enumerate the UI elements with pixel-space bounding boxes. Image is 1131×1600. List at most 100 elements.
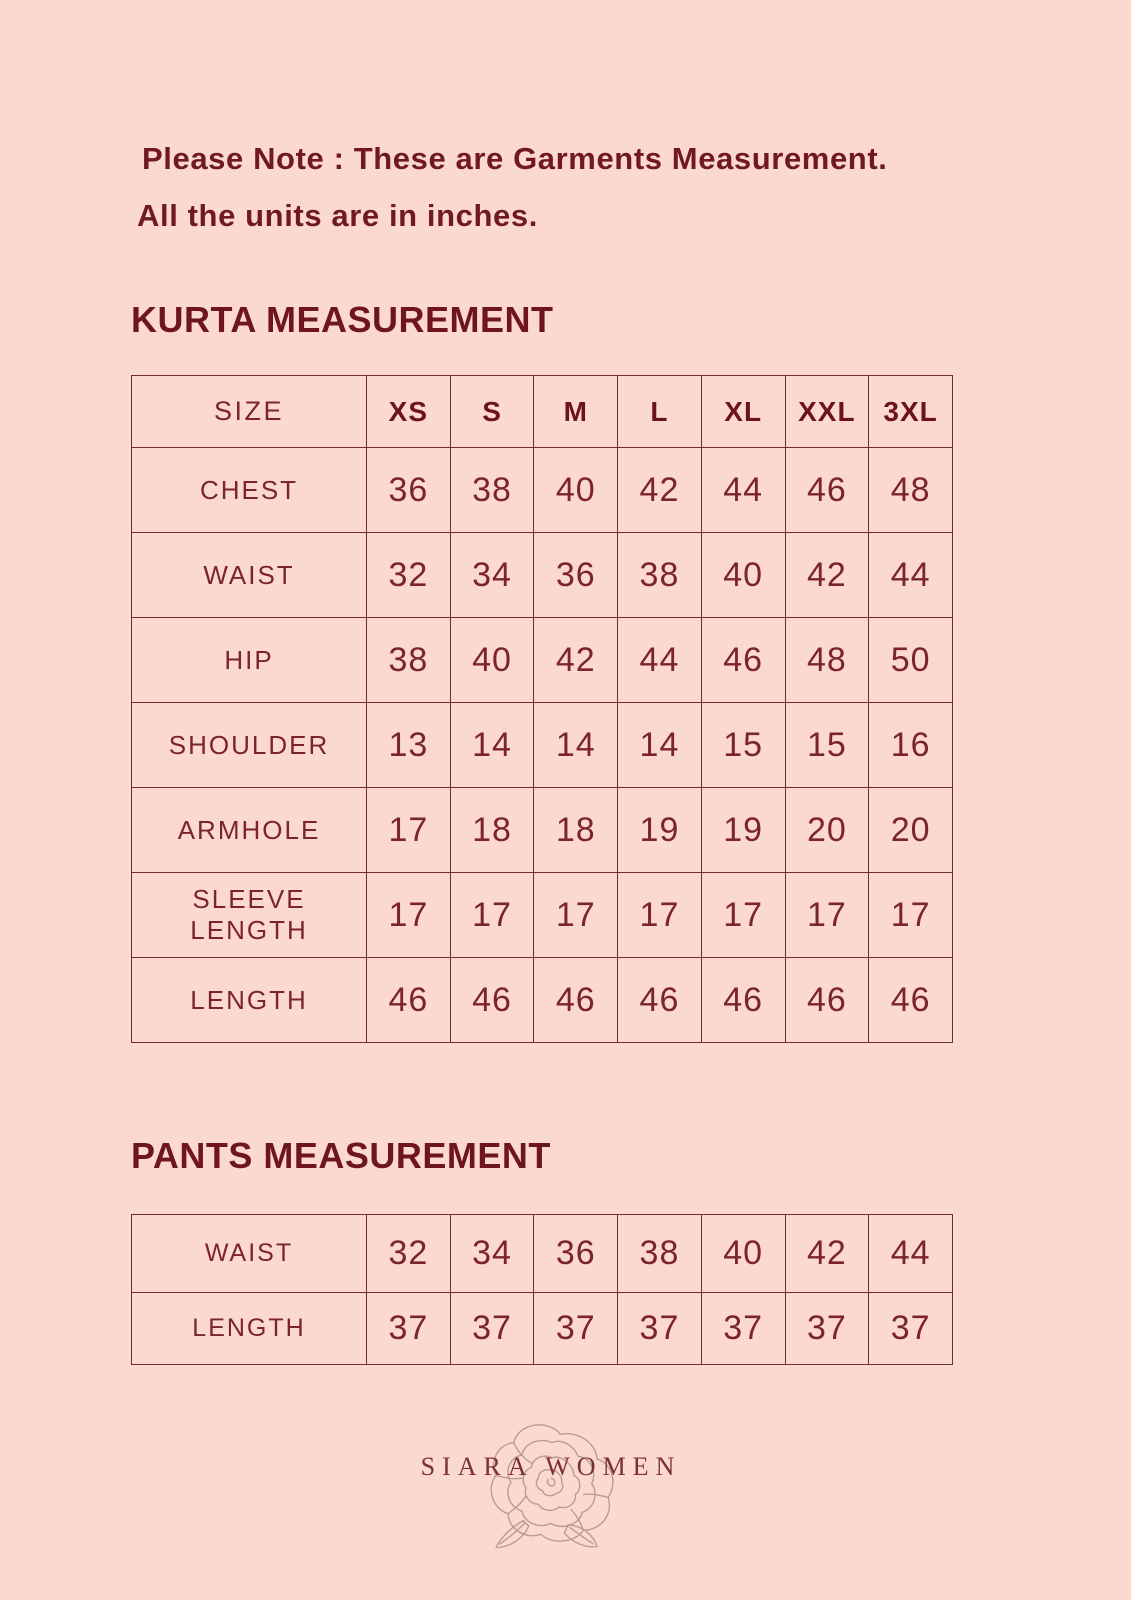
- pants-section-title: PANTS MEASUREMENT: [131, 1135, 551, 1176]
- measurement-value: 36: [533, 532, 619, 618]
- kurta-header-row: SIZE XS S M L XL XXL 3XL: [131, 375, 953, 448]
- measurement-value: 16: [868, 702, 953, 788]
- measurement-value: 20: [868, 787, 953, 873]
- measurement-value: 36: [366, 447, 451, 533]
- measurement-value: 40: [700, 532, 786, 618]
- measurement-value: 37: [449, 1292, 535, 1365]
- size-column-header: SIZE: [131, 375, 367, 448]
- measurement-value: 38: [366, 617, 451, 703]
- measurement-value: 19: [617, 787, 702, 873]
- measurement-value: 36: [533, 1214, 619, 1293]
- measurement-value: 46: [449, 957, 535, 1043]
- measurement-value: 44: [868, 532, 953, 618]
- size-s-header: S: [449, 375, 535, 448]
- kurta-measurement-table: SIZE XS S M L XL XXL 3XL CHEST 36 38 40 42 44…: [131, 375, 953, 1043]
- measurement-value: 40: [449, 617, 535, 703]
- size-xxl-header: XXL: [784, 375, 870, 448]
- measurement-value: 17: [617, 872, 702, 958]
- measurement-value: 44: [868, 1214, 953, 1293]
- measurement-value: 50: [868, 617, 953, 703]
- pants-measurement-table: WAIST 32 34 36 38 40 42 44 LENGTH 37 37 37 37 37 37 37: [131, 1214, 953, 1365]
- measurement-value: 42: [784, 532, 870, 618]
- row-label: HIP: [131, 617, 367, 703]
- measurement-value: 13: [366, 702, 451, 788]
- measurement-value: 46: [700, 617, 786, 703]
- measurement-value: 46: [784, 447, 870, 533]
- size-3xl-header: 3XL: [868, 375, 953, 448]
- measurement-value: 40: [533, 447, 619, 533]
- measurement-value: 32: [366, 532, 451, 618]
- pants-table-body: WAIST 32 34 36 38 40 42 44 LENGTH 37 37 37 37 37 37 37: [131, 1214, 953, 1365]
- measurement-value: 37: [784, 1292, 870, 1365]
- measurement-value: 48: [868, 447, 953, 533]
- table-row: SLEEVE LENGTH 17 17 17 17 17 17 17: [131, 872, 953, 958]
- measurement-value: 42: [533, 617, 619, 703]
- table-row: WAIST 32 34 36 38 40 42 44: [131, 532, 953, 618]
- measurement-value: 20: [784, 787, 870, 873]
- measurement-value: 38: [617, 532, 702, 618]
- table-row: CHEST 36 38 40 42 44 46 48: [131, 447, 953, 533]
- note-line-1: Please Note : These are Garments Measure…: [142, 141, 888, 176]
- measurement-value: 46: [617, 957, 702, 1043]
- row-label: LENGTH: [131, 1292, 367, 1365]
- kurta-table-body: CHEST 36 38 40 42 44 46 48 WAIST 32 34 36 38 40 42 44 HI…: [131, 447, 953, 1043]
- measurement-value: 17: [533, 872, 619, 958]
- table-row: LENGTH 46 46 46 46 46 46 46: [131, 957, 953, 1043]
- measurement-value: 34: [449, 532, 535, 618]
- row-label: LENGTH: [131, 957, 367, 1043]
- measurement-value: 42: [784, 1214, 870, 1293]
- measurement-value: 19: [700, 787, 786, 873]
- measurement-value: 46: [533, 957, 619, 1043]
- measurement-value: 37: [700, 1292, 786, 1365]
- size-xs-header: XS: [366, 375, 451, 448]
- row-label: SHOULDER: [131, 702, 367, 788]
- rose-outline-icon: [490, 1424, 614, 1548]
- measurement-value: 46: [868, 957, 953, 1043]
- measurement-value: 18: [533, 787, 619, 873]
- measurement-value: 44: [617, 617, 702, 703]
- measurement-value: 32: [366, 1214, 451, 1293]
- size-l-header: L: [617, 375, 702, 448]
- measurement-value: 17: [868, 872, 953, 958]
- measurement-value: 44: [700, 447, 786, 533]
- measurement-value: 46: [700, 957, 786, 1043]
- measurement-value: 17: [700, 872, 786, 958]
- measurement-value: 14: [533, 702, 619, 788]
- measurement-value: 37: [617, 1292, 702, 1365]
- measurement-value: 38: [449, 447, 535, 533]
- kurta-section-title: KURTA MEASUREMENT: [131, 299, 554, 340]
- garment-note: Please Note : These are Garments Measure…: [137, 130, 887, 244]
- measurement-value: 42: [617, 447, 702, 533]
- row-label: WAIST: [131, 1214, 367, 1293]
- measurement-value: 14: [617, 702, 702, 788]
- size-xl-header: XL: [700, 375, 786, 448]
- measurement-value: 17: [366, 872, 451, 958]
- measurement-value: 15: [784, 702, 870, 788]
- measurement-value: 17: [366, 787, 451, 873]
- size-m-header: M: [533, 375, 619, 448]
- measurement-value: 17: [449, 872, 535, 958]
- row-label: WAIST: [131, 532, 367, 618]
- table-row: HIP 38 40 42 44 46 48 50: [131, 617, 953, 703]
- measurement-value: 37: [868, 1292, 953, 1365]
- table-row: LENGTH 37 37 37 37 37 37 37: [131, 1292, 953, 1365]
- measurement-value: 40: [700, 1214, 786, 1293]
- measurement-value: 14: [449, 702, 535, 788]
- measurement-value: 17: [784, 872, 870, 958]
- measurement-value: 37: [533, 1292, 619, 1365]
- row-label: SLEEVE LENGTH: [131, 872, 367, 958]
- measurement-value: 48: [784, 617, 870, 703]
- table-row: ARMHOLE 17 18 18 19 19 20 20: [131, 787, 953, 873]
- note-line-2: All the units are in inches.: [137, 198, 538, 233]
- row-label: ARMHOLE: [131, 787, 367, 873]
- measurement-value: 37: [366, 1292, 451, 1365]
- measurement-value: 46: [784, 957, 870, 1043]
- measurement-value: 46: [366, 957, 451, 1043]
- measurement-value: 38: [617, 1214, 702, 1293]
- row-label: CHEST: [131, 447, 367, 533]
- table-row: WAIST 32 34 36 38 40 42 44: [131, 1214, 953, 1293]
- measurement-value: 34: [449, 1214, 535, 1293]
- measurement-value: 15: [700, 702, 786, 788]
- brand-footer: SIARA WOMEN: [0, 1400, 1131, 1570]
